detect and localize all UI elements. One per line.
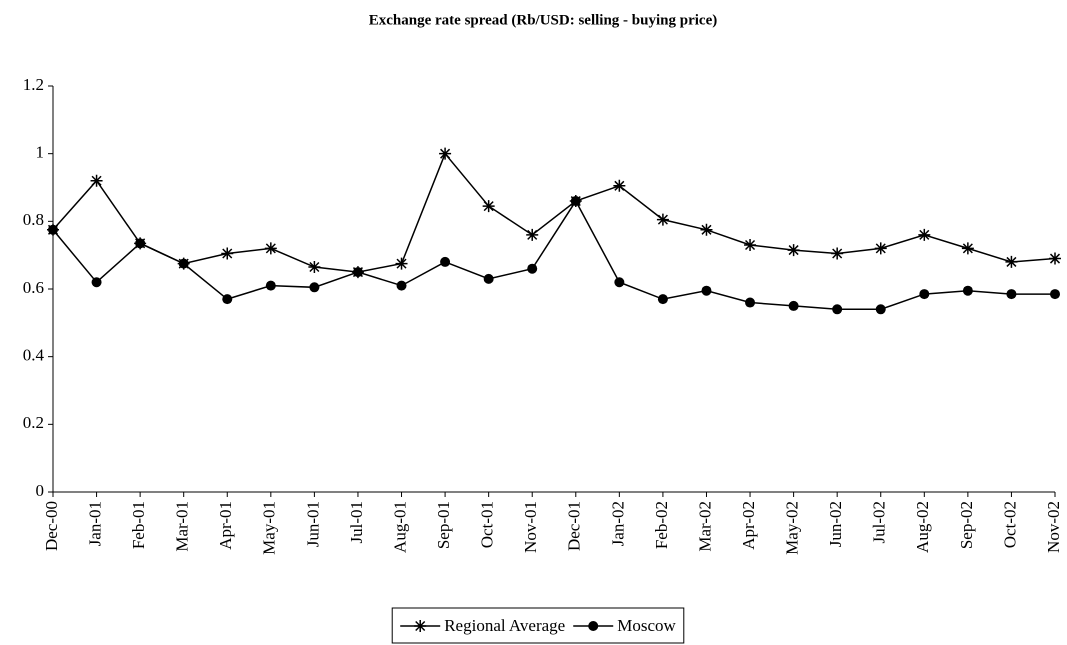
point — [788, 300, 799, 311]
x-tick-label: Jun-02 — [826, 501, 845, 547]
point — [962, 285, 973, 296]
point — [352, 267, 363, 278]
x-tick-label: Jul-01 — [347, 501, 366, 544]
x-tick-label: Jan-02 — [608, 501, 627, 546]
point — [395, 257, 408, 270]
point — [526, 228, 539, 241]
point — [396, 280, 407, 291]
y-tick-label: 0.6 — [23, 278, 44, 297]
legend-label: Regional Average — [444, 616, 565, 635]
chart-title: Exchange rate spread (Rb/USD: selling - … — [369, 12, 717, 28]
point — [961, 242, 974, 255]
point — [744, 239, 757, 252]
point — [570, 196, 581, 207]
point — [613, 179, 626, 192]
point — [614, 277, 625, 288]
legend-box — [391, 607, 685, 644]
y-tick-label: 0.4 — [23, 346, 45, 365]
point — [701, 285, 712, 296]
point — [831, 247, 844, 260]
point — [265, 280, 276, 291]
point — [1005, 255, 1018, 268]
legend-label: Moscow — [617, 616, 676, 635]
x-tick-label: Feb-02 — [652, 501, 671, 549]
point — [1049, 252, 1061, 265]
point — [745, 297, 756, 308]
point — [832, 304, 843, 315]
x-tick-label: Mar-02 — [695, 501, 714, 552]
x-tick-label: May-01 — [260, 501, 279, 555]
x-tick-label: Apr-01 — [216, 501, 235, 550]
y-tick-label: 0 — [36, 481, 45, 500]
point — [222, 294, 233, 305]
x-tick-label: May-02 — [783, 501, 802, 555]
y-tick-label: 0.2 — [23, 413, 44, 432]
point — [308, 261, 321, 274]
x-tick-label: Aug-02 — [913, 501, 932, 553]
point — [527, 263, 538, 274]
x-tick-label: Dec-00 — [42, 501, 61, 551]
point — [1006, 289, 1017, 300]
point — [135, 238, 146, 249]
x-tick-label: Nov-01 — [521, 501, 540, 553]
point — [919, 289, 930, 300]
point — [91, 277, 102, 288]
x-tick-label: Dec-01 — [565, 501, 584, 551]
point — [874, 242, 887, 255]
point — [1050, 289, 1060, 300]
x-tick-label: Jul-02 — [870, 501, 889, 544]
x-tick-label: Sep-02 — [957, 501, 976, 549]
point — [787, 244, 800, 257]
x-tick-label: Feb-01 — [129, 501, 148, 549]
point — [264, 242, 277, 255]
point — [90, 174, 103, 187]
series-line — [52, 152, 1056, 273]
point — [178, 258, 189, 269]
x-tick-label: Apr-02 — [739, 501, 758, 550]
x-tick-label: Mar-01 — [173, 501, 192, 552]
x-tick-label: Jun-01 — [303, 501, 322, 547]
point — [875, 304, 886, 315]
point — [482, 200, 495, 213]
y-tick-label: 1 — [36, 143, 45, 162]
x-tick-label: Oct-02 — [1000, 501, 1019, 548]
point — [657, 294, 668, 305]
point — [439, 147, 452, 160]
x-tick-label: Aug-01 — [390, 501, 409, 553]
y-tick-label: 0.8 — [23, 210, 44, 229]
point — [221, 247, 234, 260]
point — [48, 224, 58, 235]
point — [656, 213, 669, 226]
point — [483, 273, 494, 284]
point — [918, 228, 931, 241]
series-line — [52, 199, 1055, 311]
y-tick-label: 1.2 — [23, 75, 44, 94]
legend-marker — [414, 620, 427, 632]
x-tick-label: Jan-01 — [85, 501, 104, 546]
legend: Regional Average Moscow — [391, 607, 685, 644]
point — [440, 256, 451, 267]
x-tick-label: Sep-01 — [434, 501, 453, 549]
point — [309, 282, 320, 293]
x-tick-label: Oct-01 — [478, 501, 497, 548]
point — [700, 223, 713, 236]
x-tick-label: Nov-02 — [1044, 501, 1063, 553]
legend-marker — [588, 621, 599, 631]
